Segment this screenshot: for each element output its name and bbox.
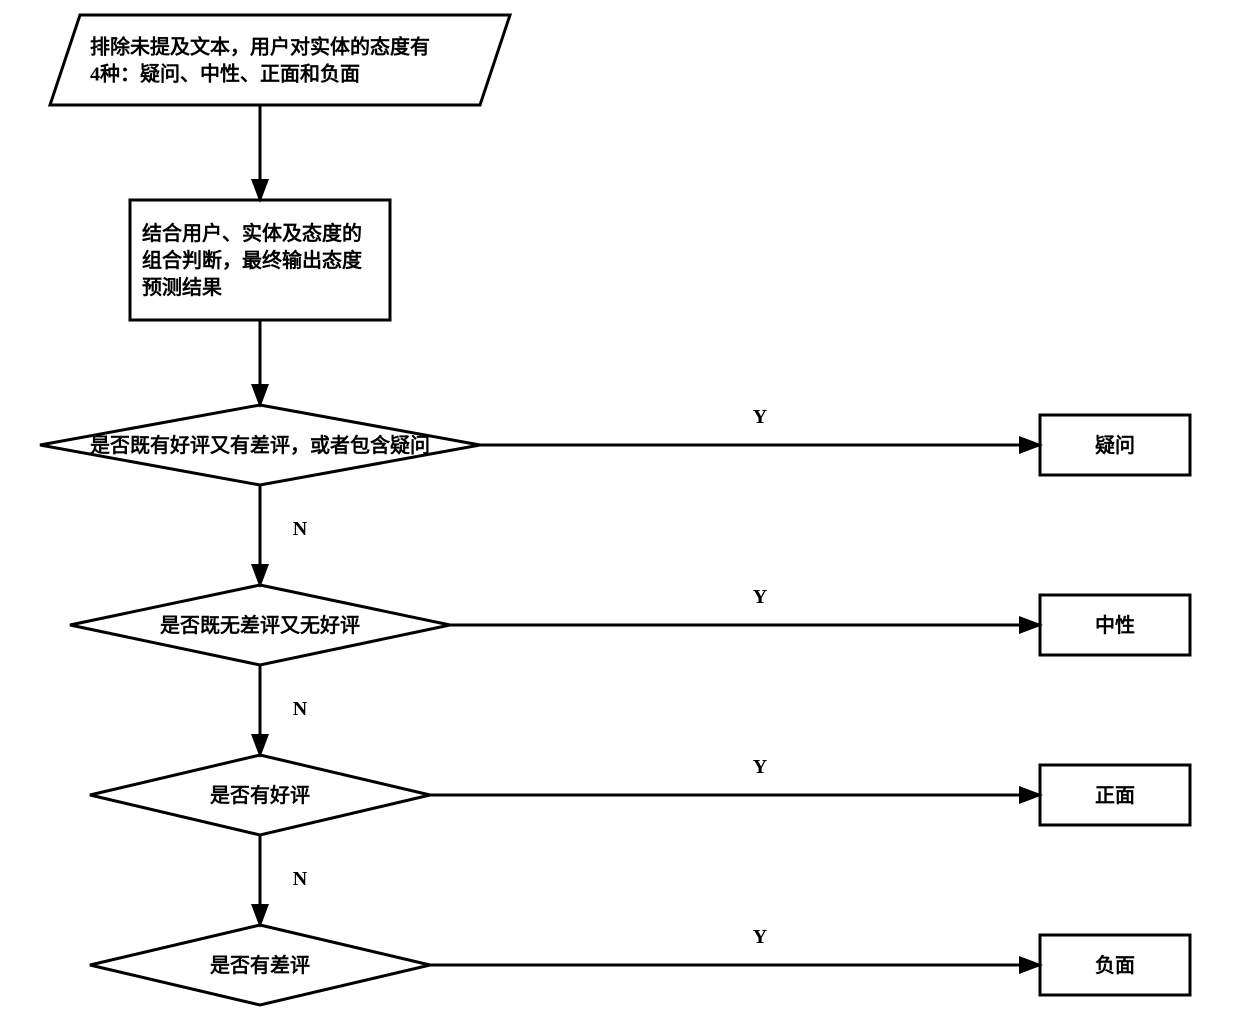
- svg-text:是否既有好评又有差评，或者包含疑问: 是否既有好评又有差评，或者包含疑问: [89, 433, 430, 457]
- svg-text:负面: 负面: [1095, 953, 1135, 977]
- edge-label-7: N: [293, 868, 308, 890]
- edge-label-3: N: [293, 518, 308, 540]
- svg-text:排除未提及文本，用户对实体的态度有: 排除未提及文本，用户对实体的态度有: [90, 34, 430, 58]
- svg-text:是否既无差评又无好评: 是否既无差评又无好评: [159, 613, 360, 637]
- edge-label-5: N: [293, 698, 308, 720]
- start-node: [50, 15, 510, 105]
- svg-text:组合判断，最终输出态度: 组合判断，最终输出态度: [142, 248, 363, 272]
- svg-text:是否有差评: 是否有差评: [209, 953, 310, 977]
- edge-label-4: Y: [753, 586, 768, 608]
- flowchart-canvas: 排除未提及文本，用户对实体的态度有 4种：疑问、中性、正面和负面结合用户、实体及态…: [0, 0, 1240, 1035]
- edge-label-2: Y: [753, 406, 768, 428]
- svg-text:疑问: 疑问: [1095, 434, 1135, 457]
- svg-text:是否有好评: 是否有好评: [209, 783, 310, 807]
- svg-text:预测结果: 预测结果: [142, 275, 222, 299]
- svg-text:4种：疑问、中性、正面和负面: 4种：疑问、中性、正面和负面: [90, 61, 360, 85]
- edge-label-8: Y: [753, 926, 768, 948]
- edge-label-6: Y: [753, 756, 768, 778]
- svg-text:中性: 中性: [1095, 613, 1135, 637]
- svg-text:结合用户、实体及态度的: 结合用户、实体及态度的: [142, 221, 362, 245]
- svg-text:正面: 正面: [1095, 785, 1135, 807]
